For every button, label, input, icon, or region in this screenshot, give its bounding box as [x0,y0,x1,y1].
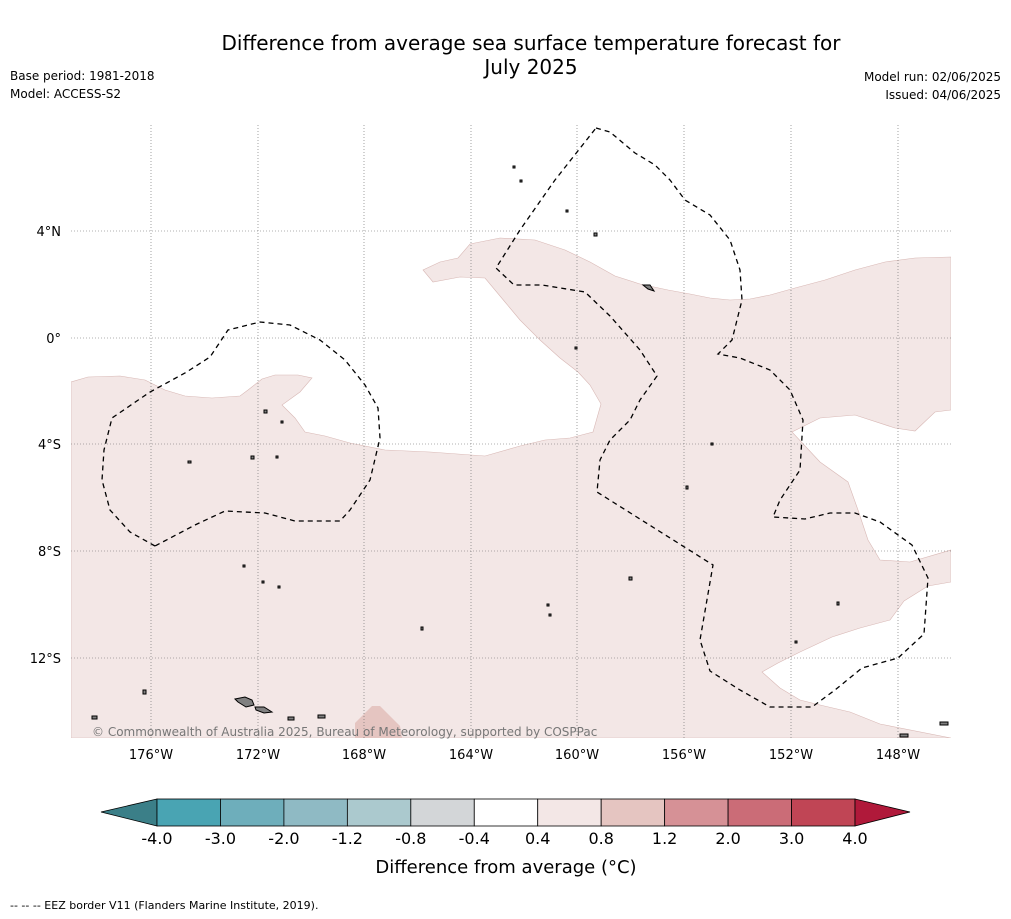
islet [278,586,280,588]
colorbar-segment [411,799,474,826]
colorbar-tick-label: 0.8 [588,829,613,848]
longitude-label: 172°W [236,748,280,763]
islet [837,602,839,605]
latitude-label: 4°N [37,225,62,240]
islet [318,715,325,718]
islet [575,347,577,349]
longitude-label: 152°W [769,748,813,763]
map-panel [71,125,951,738]
colorbar-tick-label: 0.4 [525,829,550,848]
islet [520,180,522,182]
colorbar-segment [220,799,283,826]
islet [513,166,515,168]
islet [251,456,254,459]
latitude-label: 0° [46,332,61,347]
latitude-labels: 4°N 0° 4°S 8°S 12°S [30,225,61,667]
colorbar-label: Difference from average (°C) [375,857,636,878]
islet [566,210,568,212]
islet [795,641,797,643]
latitude-label: 8°S [38,545,61,560]
islet [549,614,551,616]
colorbar-segment [474,799,537,826]
colorbar [101,799,910,826]
eez-footnote: -- -- -- EEZ border V11 (Flanders Marine… [10,899,318,912]
colorbar-tick-label: 4.0 [842,829,867,848]
islet [547,604,549,606]
islet [281,421,283,423]
islet [711,443,713,445]
colorbar-tick-label: 2.0 [715,829,740,848]
colorbar-tick-label: 1.2 [652,829,677,848]
colorbar-segment [792,799,855,826]
longitude-label: 156°W [662,748,706,763]
colorbar-segment [728,799,791,826]
longitude-label: 176°W [129,748,173,763]
islet [421,627,423,630]
latitude-label: 4°S [38,438,61,453]
islet [594,233,597,236]
colorbar-tick-labels: -4.0 -3.0 -2.0 -1.2 -0.8 -0.4 0.4 0.8 1.2 2.0 3.0 4… [141,829,867,848]
longitude-label: 164°W [449,748,493,763]
islet [288,717,294,720]
islet [143,690,146,694]
colorbar-extend-high [855,799,910,826]
latitude-label: 12°S [30,652,61,667]
colorbar-tick-label: -0.8 [395,829,426,848]
map-copyright: © Commonwealth of Australia 2025, Bureau… [92,725,597,739]
colorbar-tick-label: -0.4 [459,829,490,848]
islet [243,565,245,567]
islet [92,716,97,719]
islet [629,577,632,580]
map-figure: © Commonwealth of Australia 2025, Bureau… [0,0,1011,919]
islet [276,456,278,458]
colorbar-segment [157,799,220,826]
colorbar-segment [665,799,728,826]
islet [264,410,267,413]
islet [686,486,688,489]
colorbar-tick-label: -1.2 [332,829,363,848]
colorbar-segment [347,799,410,826]
islet [188,461,191,463]
islet [262,581,264,583]
colorbar-segment [538,799,601,826]
colorbar-tick-label: 3.0 [779,829,804,848]
colorbar-tick-label: -3.0 [205,829,236,848]
longitude-label: 148°W [876,748,920,763]
longitude-label: 168°W [342,748,386,763]
colorbar-tick-label: -4.0 [141,829,172,848]
islet [940,722,948,725]
longitude-labels: 176°W 172°W 168°W 164°W 160°W 156°W 152°W 148°W [129,748,920,763]
islet [900,734,908,737]
longitude-label: 160°W [555,748,599,763]
colorbar-tick-label: -2.0 [268,829,299,848]
colorbar-segment [601,799,664,826]
colorbar-segment [284,799,347,826]
colorbar-extend-low [101,799,157,826]
